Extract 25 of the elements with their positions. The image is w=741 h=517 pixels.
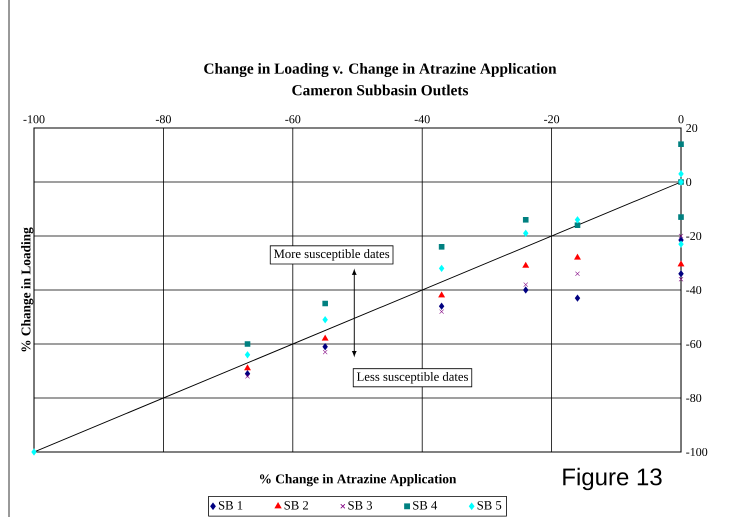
y-tick-label: -40 [686, 286, 702, 294]
y-tick-label: -20 [686, 232, 702, 240]
chart-subtitle: Cameron Subbasin Outlets [292, 84, 468, 96]
caption: Figure 13 [563, 468, 662, 490]
x-tick-label: 0 [678, 115, 684, 124]
y-tick-label: 20 [686, 124, 698, 132]
y-axis-title: % Change in Loading [21, 227, 34, 352]
y-tick-label: -100 [686, 448, 708, 456]
annotation: Less susceptible dates [356, 372, 468, 384]
legend-label: SB 4 [413, 501, 438, 510]
x-tick-label: -80 [156, 115, 171, 124]
x-tick-label: -40 [414, 115, 430, 124]
chart-title: Change in Loading v. Change in Atrazine Application [204, 62, 556, 78]
legend-label: SB 1 [218, 501, 242, 510]
y-tick-label: 0 [686, 178, 692, 186]
y-tick-label: -60 [686, 340, 702, 348]
annotation: More susceptible dates [274, 249, 390, 261]
x-tick-label: -20 [544, 115, 560, 124]
legend-label: SB 5 [478, 501, 502, 510]
legend-label: SB 3 [348, 501, 372, 510]
legend-label: SB 2 [284, 501, 308, 510]
x-tick-label: -100 [23, 115, 45, 124]
y-tick-label: -80 [686, 394, 702, 402]
x-axis-title: % Change in Atrazine Application [260, 474, 456, 486]
x-tick-label: -60 [285, 115, 300, 124]
